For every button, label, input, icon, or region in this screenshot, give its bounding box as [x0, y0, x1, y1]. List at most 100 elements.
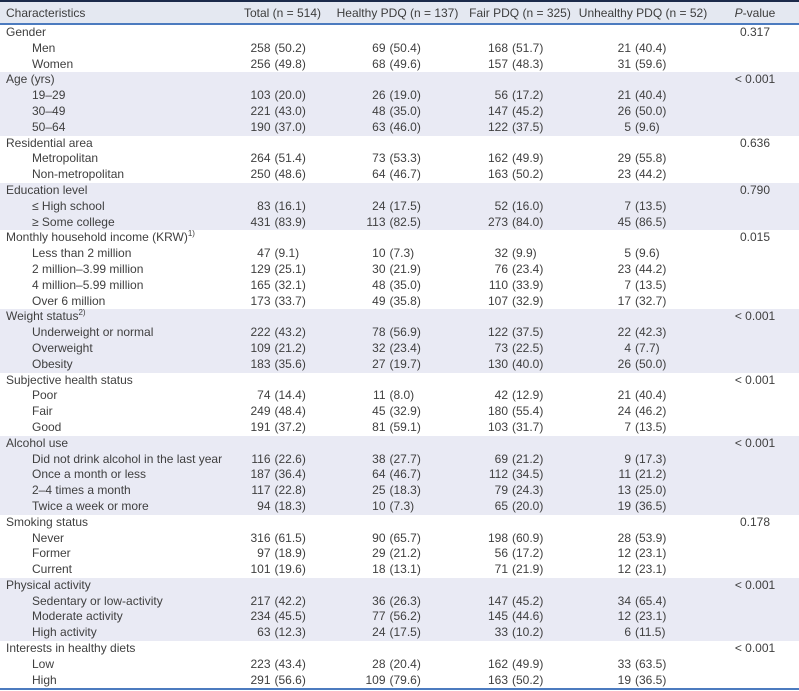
value-percent: (19.0)	[389, 88, 421, 103]
value-percent: (20.4)	[389, 656, 421, 671]
value-count: 116	[251, 451, 271, 466]
value-percent: (8.0)	[389, 388, 415, 403]
value-cell: 63 (12.3)	[235, 625, 330, 642]
empty-cell	[575, 136, 711, 152]
value-count: 77	[372, 609, 386, 624]
empty-p-cell	[711, 562, 799, 578]
value-count: 129	[250, 261, 271, 276]
value-cell: 21 (40.4)	[575, 388, 711, 404]
empty-p-cell	[711, 609, 799, 626]
empty-cell	[330, 515, 465, 531]
value-cell: 19 (36.5)	[575, 673, 711, 690]
section-label: Physical activity	[0, 577, 235, 594]
empty-cell	[465, 641, 575, 657]
empty-p-cell	[711, 167, 799, 183]
value-percent: (23.1)	[635, 546, 667, 561]
empty-p-cell	[711, 198, 799, 215]
header-row: Characteristics Total (n = 514) Healthy …	[0, 1, 799, 25]
value-count: 180	[487, 404, 508, 419]
value-cell: 168 (51.7)	[465, 41, 575, 57]
value-percent: (48.3)	[512, 56, 544, 71]
value-percent: (9.6)	[635, 246, 660, 261]
value-cell: 79 (24.3)	[465, 483, 575, 499]
empty-p-cell	[711, 546, 799, 562]
value-count: 165	[250, 277, 271, 292]
value-percent: (50.0)	[635, 356, 667, 371]
value-cell: 13 (25.0)	[575, 483, 711, 499]
value-percent: (19.6)	[274, 562, 306, 577]
value-cell: 163 (50.2)	[465, 167, 575, 183]
value-cell: 162 (49.9)	[465, 151, 575, 167]
value-percent: (37.0)	[274, 119, 306, 134]
row-label: 19–29	[0, 88, 235, 104]
value-percent: (42.3)	[635, 325, 667, 340]
empty-p-cell	[711, 388, 799, 404]
value-count: 29	[372, 546, 386, 561]
data-row: Once a month or less 187 (36.4) 64 (46.7) 112…	[0, 467, 799, 484]
value-percent: (36.4)	[274, 467, 306, 482]
value-cell: 26 (19.0)	[330, 88, 465, 104]
value-percent: (17.2)	[512, 88, 544, 103]
value-cell: 26 (50.0)	[575, 356, 711, 373]
p-value-cell: < 0.001	[711, 72, 799, 89]
empty-cell	[575, 435, 711, 452]
value-percent: (34.5)	[512, 467, 544, 482]
empty-cell	[330, 72, 465, 89]
empty-p-cell	[711, 356, 799, 373]
value-cell: 74 (14.4)	[235, 388, 330, 404]
row-label: Never	[32, 530, 65, 545]
row-label: Metropolitan	[32, 151, 99, 166]
value-cell: 29 (55.8)	[575, 151, 711, 167]
value-count: 65	[494, 498, 508, 513]
empty-cell	[465, 577, 575, 594]
row-label: Men	[32, 40, 56, 55]
value-percent: (46.2)	[635, 404, 667, 419]
section-label: Smoking status	[6, 514, 89, 529]
value-percent: (16.1)	[274, 198, 306, 213]
row-label: Obesity	[0, 356, 235, 373]
value-cell: 78 (56.9)	[330, 325, 465, 341]
value-cell: 12 (23.1)	[575, 609, 711, 626]
value-percent: (35.8)	[389, 293, 421, 308]
value-cell: 162 (49.9)	[465, 657, 575, 673]
value-count: 187	[250, 467, 271, 482]
value-cell: 5 (9.6)	[575, 246, 711, 262]
section-label: Age (yrs)	[0, 72, 235, 89]
section-label: Weight status2)	[0, 309, 235, 326]
value-percent: (7.7)	[635, 340, 660, 355]
header-healthy-pdq: Healthy PDQ (n = 137)	[330, 1, 465, 25]
value-cell: 291 (56.6)	[235, 673, 330, 690]
data-row: Never 316 (61.5) 90 (65.7) 198 (60.9) 28 (53.9)	[0, 531, 799, 547]
value-percent: (40.4)	[635, 40, 667, 55]
value-cell: 12 (23.1)	[575, 562, 711, 578]
value-percent: (40.4)	[635, 388, 667, 403]
value-percent: (49.6)	[389, 56, 421, 71]
p-value-rest: -value	[742, 5, 776, 20]
value-count: 112	[488, 467, 508, 482]
value-count: 21	[617, 388, 631, 403]
data-row: 2 million–3.99 million 129 (25.1) 30 (21.9) 7…	[0, 262, 799, 278]
row-label: Non-metropolitan	[32, 167, 125, 182]
value-count: 63	[257, 625, 271, 640]
value-cell: 77 (56.2)	[330, 609, 465, 626]
value-count: 7	[624, 419, 631, 434]
header-fair-pdq: Fair PDQ (n = 325)	[465, 1, 575, 25]
value-cell: 36 (26.3)	[330, 593, 465, 610]
empty-cell	[465, 373, 575, 389]
p-value-cell: 0.636	[739, 135, 771, 150]
value-percent: (86.5)	[635, 214, 667, 229]
value-count: 69	[494, 451, 508, 466]
empty-cell	[575, 641, 711, 657]
data-row: Former 97 (18.9) 29 (21.2) 56 (17.2) 12 (23.1)	[0, 546, 799, 562]
value-count: 5	[624, 119, 631, 134]
value-count: 101	[250, 562, 271, 577]
value-count: 47	[257, 246, 271, 261]
section-label: Alcohol use	[0, 435, 235, 452]
value-percent: (13.1)	[389, 562, 421, 577]
value-count: 74	[257, 388, 271, 403]
value-count: 221	[250, 103, 271, 118]
value-percent: (45.2)	[512, 103, 544, 118]
value-cell: 25 (18.3)	[330, 483, 465, 499]
value-count: 109	[365, 672, 386, 687]
